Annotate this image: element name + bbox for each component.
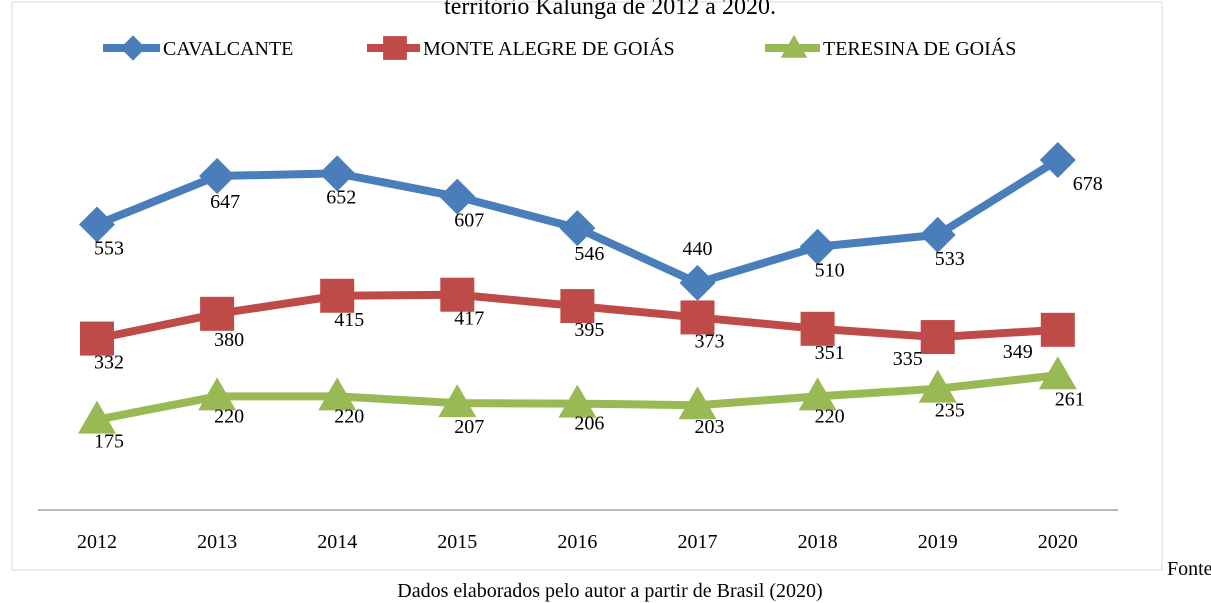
marker — [1040, 312, 1075, 347]
data-label: 533 — [935, 248, 965, 270]
data-label: 380 — [214, 329, 244, 351]
data-label: 607 — [454, 210, 484, 232]
x-tick-label: 2017 — [678, 531, 718, 553]
marker — [1038, 356, 1077, 390]
marker — [440, 277, 475, 312]
marker — [680, 300, 715, 335]
marker — [920, 320, 955, 355]
marker — [918, 369, 957, 403]
data-label: 373 — [695, 330, 725, 352]
marker — [800, 311, 835, 346]
marker — [558, 384, 597, 418]
marker — [198, 377, 237, 411]
data-label: 220 — [334, 405, 364, 427]
x-tick-label: 2014 — [317, 531, 357, 553]
legend-marker — [383, 36, 407, 60]
data-label: 652 — [326, 186, 356, 208]
data-label: 261 — [1055, 388, 1085, 410]
source-text: Dados elaborados pelo autor a partir de … — [397, 580, 822, 602]
marker — [1039, 141, 1076, 178]
x-tick-label: 2016 — [557, 531, 597, 553]
data-label: 440 — [683, 238, 713, 260]
x-tick-label: 2012 — [77, 531, 117, 553]
marker — [679, 264, 716, 301]
legend-marker — [780, 34, 808, 58]
marker — [200, 296, 235, 331]
data-label: 220 — [815, 405, 845, 427]
data-label: 175 — [94, 431, 124, 453]
x-tick-label: 2019 — [918, 531, 958, 553]
chart-title: território Kalunga de 2012 a 2020. — [444, 0, 776, 20]
data-label: 510 — [815, 260, 845, 282]
data-label: 220 — [214, 405, 244, 427]
data-label: 335 — [893, 348, 923, 370]
legend-label: TERESINA DE GOIÁS — [823, 37, 1016, 60]
marker — [318, 377, 357, 411]
data-label: 351 — [815, 342, 845, 364]
x-tick-label: 2015 — [437, 531, 477, 553]
data-label: 553 — [94, 238, 124, 260]
marker — [319, 155, 356, 192]
data-label: 415 — [334, 309, 364, 331]
data-label: 349 — [1003, 341, 1033, 363]
data-label: 332 — [94, 352, 124, 374]
marker — [320, 278, 355, 313]
data-label: 395 — [574, 319, 604, 341]
x-tick-label: 2013 — [197, 531, 237, 553]
data-label: 206 — [574, 413, 604, 435]
data-label: 207 — [454, 416, 484, 438]
legend-label: CAVALCANTE — [163, 38, 293, 60]
marker — [80, 321, 114, 356]
marker — [559, 210, 596, 247]
marker — [438, 384, 477, 418]
marker — [919, 216, 956, 253]
data-label: 678 — [1073, 173, 1103, 195]
data-label: 647 — [210, 191, 240, 213]
marker — [799, 228, 836, 265]
data-label: 546 — [574, 243, 604, 265]
marker — [78, 400, 116, 434]
chart-frame — [11, 1, 1163, 571]
source-label: Fonte: — [1167, 558, 1211, 580]
data-label: 235 — [935, 400, 965, 422]
marker — [79, 206, 115, 243]
data-label: 417 — [454, 308, 484, 330]
marker — [199, 157, 236, 194]
marker — [560, 289, 595, 324]
x-tick-label: 2018 — [798, 531, 838, 553]
marker — [798, 377, 837, 411]
marker — [439, 178, 476, 215]
data-label: 203 — [695, 416, 725, 438]
marker — [678, 386, 717, 420]
legend-label: MONTE ALEGRE DE GOIÁS — [423, 37, 675, 60]
x-tick-label: 2020 — [1038, 531, 1078, 553]
